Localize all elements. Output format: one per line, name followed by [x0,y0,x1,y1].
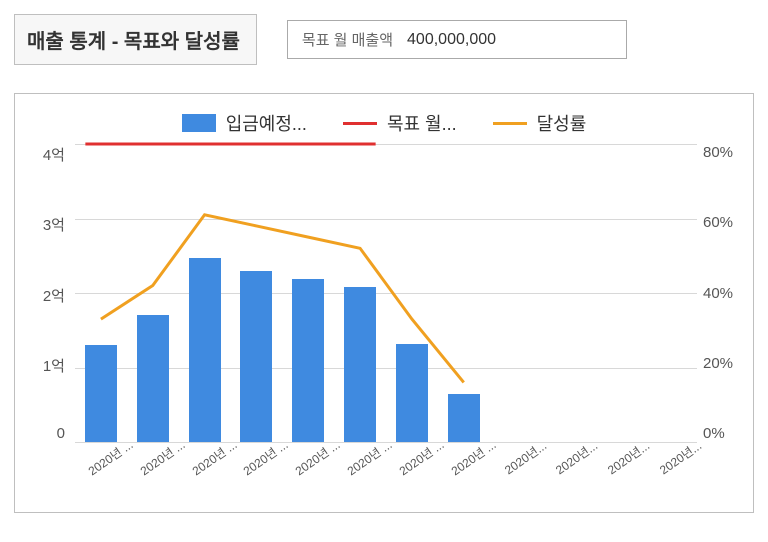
legend-target: 목표 월... [343,110,457,136]
bar-swatch [182,114,216,132]
legend-target-label: 목표 월... [387,110,457,136]
y-axis-right: 80% 60% 40% 20% 0% [703,144,745,442]
legend-rate-label: 달성률 [537,110,587,136]
y-left-tick: 0 [23,425,65,442]
x-axis: 2020년 ...2020년 ...2020년 ...2020년 ...2020… [75,444,697,504]
plot [75,144,697,442]
y-right-tick: 80% [703,144,745,161]
plot-area: 4억 3억 2억 1억 0 80% 60% 40% 20% 0% 2020년 ...2020년 … [23,144,745,504]
legend-bar: 입금예정... [182,110,307,136]
target-label: 목표 월 매출액 [302,29,393,50]
rate-line [101,215,464,383]
legend-rate: 달성률 [493,110,587,136]
legend-bar-label: 입금예정... [226,110,307,136]
y-right-tick: 40% [703,285,745,302]
target-value: 400,000,000 [407,31,496,49]
y-axis-left: 4억 3억 2억 1억 0 [23,144,65,442]
target-swatch [343,122,377,125]
y-right-tick: 20% [703,355,745,372]
y-left-tick: 2억 [23,285,65,306]
line-overlay [75,144,697,442]
target-amount-box: 목표 월 매출액 400,000,000 [287,20,627,59]
page-title: 매출 통계 - 목표와 달성률 [14,14,257,65]
y-right-tick: 0% [703,425,745,442]
chart-legend: 입금예정... 목표 월... 달성률 [23,110,745,136]
y-left-tick: 4억 [23,144,65,165]
y-left-tick: 3억 [23,214,65,235]
chart-container: 입금예정... 목표 월... 달성률 4억 3억 2억 1억 0 80% 60% 40% 2… [14,93,754,513]
rate-swatch [493,122,527,125]
y-left-tick: 1억 [23,355,65,376]
y-right-tick: 60% [703,214,745,231]
